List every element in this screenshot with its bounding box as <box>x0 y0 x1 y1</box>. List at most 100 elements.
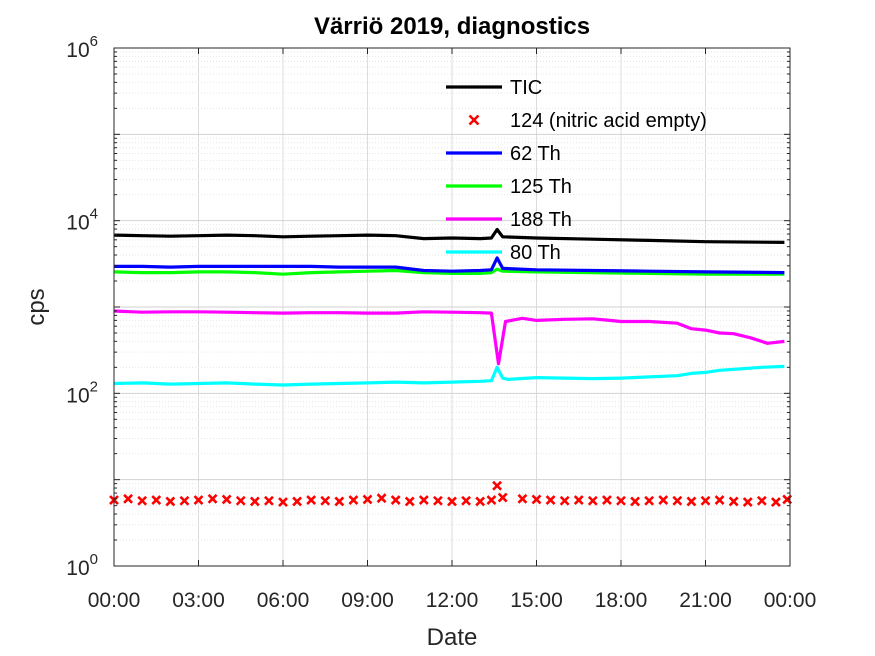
data-point-marker <box>672 495 683 506</box>
marker-stroke <box>658 495 669 506</box>
y-tick-base: 10 <box>66 39 89 62</box>
marker-stroke <box>432 495 443 506</box>
marker-stroke <box>742 497 753 508</box>
x-tick-label: 12:00 <box>426 589 479 612</box>
x-tick-label: 00:00 <box>764 589 817 612</box>
data-point-marker <box>249 496 260 507</box>
marker-stroke <box>235 495 246 506</box>
marker-stroke <box>334 496 345 507</box>
data-point-marker <box>404 496 415 507</box>
marker-stroke <box>573 495 584 506</box>
legend-label: 125 Th <box>510 176 572 198</box>
legend: TIC 124 (nitric acid empty) 62 Th 125 Th 188… <box>446 77 707 264</box>
data-point-marker <box>137 495 148 506</box>
legend-label: 80 Th <box>510 242 561 264</box>
y-tick-base: 10 <box>66 384 89 407</box>
marker-stroke <box>531 494 542 505</box>
data-point-marker <box>658 495 669 506</box>
marker-stroke <box>306 495 317 506</box>
x-tick-label: 03:00 <box>172 589 225 612</box>
y-tick-label: 102 <box>66 378 98 407</box>
legend-item: 125 Th <box>446 176 572 198</box>
data-point-marker <box>531 494 542 505</box>
data-point-marker <box>573 495 584 506</box>
data-point-marker <box>559 495 570 506</box>
marker-stroke <box>728 496 739 507</box>
y-tick-label: 106 <box>66 33 98 62</box>
data-point-marker <box>390 495 401 506</box>
series-line-62-th <box>114 256 785 275</box>
legend-item: 80 Th <box>446 242 561 264</box>
data-point-marker <box>601 495 612 506</box>
series-line-125-th <box>113 267 785 276</box>
series-line-80-th <box>113 364 785 387</box>
legend-item: TIC <box>446 77 542 99</box>
marker-stroke <box>630 496 641 507</box>
marker-stroke <box>672 495 683 506</box>
data-point-marker <box>334 496 345 507</box>
x-tick-label: 18:00 <box>595 589 648 612</box>
legend-label: 62 Th <box>510 143 561 165</box>
marker-stroke <box>348 495 359 506</box>
marker-stroke <box>263 495 274 506</box>
marker-stroke <box>486 495 497 506</box>
series-line-188-th <box>113 309 785 366</box>
series-markers-124-nitric-acid-empty <box>109 480 793 508</box>
marker-stroke <box>165 496 176 507</box>
data-point-marker <box>728 496 739 507</box>
data-point-marker <box>123 493 134 504</box>
data-point-marker <box>630 496 641 507</box>
data-point-marker <box>320 495 331 506</box>
data-point-marker <box>497 492 508 503</box>
data-point-marker <box>165 496 176 507</box>
data-point-marker <box>235 495 246 506</box>
marker-stroke <box>447 496 457 507</box>
marker-stroke <box>418 495 429 506</box>
x-tick-label: 06:00 <box>257 589 310 612</box>
data-point-marker <box>742 497 753 508</box>
marker-stroke <box>278 497 288 508</box>
marker-stroke <box>221 494 232 505</box>
marker-stroke <box>700 495 711 506</box>
data-point-marker <box>278 497 288 508</box>
data-point-marker <box>714 495 725 506</box>
legend-item: 188 Th <box>446 209 572 231</box>
legend-label: 124 (nitric acid empty) <box>510 110 707 132</box>
data-point-marker <box>756 495 767 506</box>
data-point-marker <box>221 494 232 505</box>
y-tick-base: 10 <box>66 212 89 235</box>
y-tick-exponent: 4 <box>90 206 98 223</box>
marker-stroke <box>390 495 401 506</box>
marker-stroke <box>461 495 472 506</box>
legend-label: 188 Th <box>510 209 572 231</box>
marker-stroke <box>249 496 260 507</box>
marker-stroke <box>559 495 570 506</box>
ticks <box>113 47 791 567</box>
marker-stroke <box>601 495 612 506</box>
marker-stroke <box>545 495 556 506</box>
data-point-marker <box>517 493 528 504</box>
marker-stroke <box>179 495 190 506</box>
data-point-marker <box>545 495 556 506</box>
marker-stroke <box>616 495 626 506</box>
x-tick-label: 21:00 <box>679 589 732 612</box>
data-point-marker <box>644 495 655 506</box>
x-axis-label: Date <box>427 624 478 651</box>
data-point-marker <box>492 480 502 491</box>
data-point-marker <box>376 493 387 504</box>
y-tick-label: 104 <box>66 206 98 235</box>
data-point-marker <box>770 497 781 508</box>
data-point-marker <box>475 496 486 507</box>
data-point-marker <box>292 496 303 507</box>
data-point-marker <box>207 493 218 504</box>
marker-stroke <box>770 497 781 508</box>
data-point-marker <box>616 495 626 506</box>
data-point-marker <box>686 496 697 507</box>
marker-stroke <box>320 495 331 506</box>
legend-item: 62 Th <box>446 143 561 165</box>
marker-stroke <box>362 494 373 505</box>
x-tick-labels: 00:00 03:00 06:00 09:00 12:00 15:00 18:00 21:00… <box>88 589 817 612</box>
chart-title: Värriö 2019, diagnostics <box>314 13 590 40</box>
data-point-marker <box>306 495 317 506</box>
